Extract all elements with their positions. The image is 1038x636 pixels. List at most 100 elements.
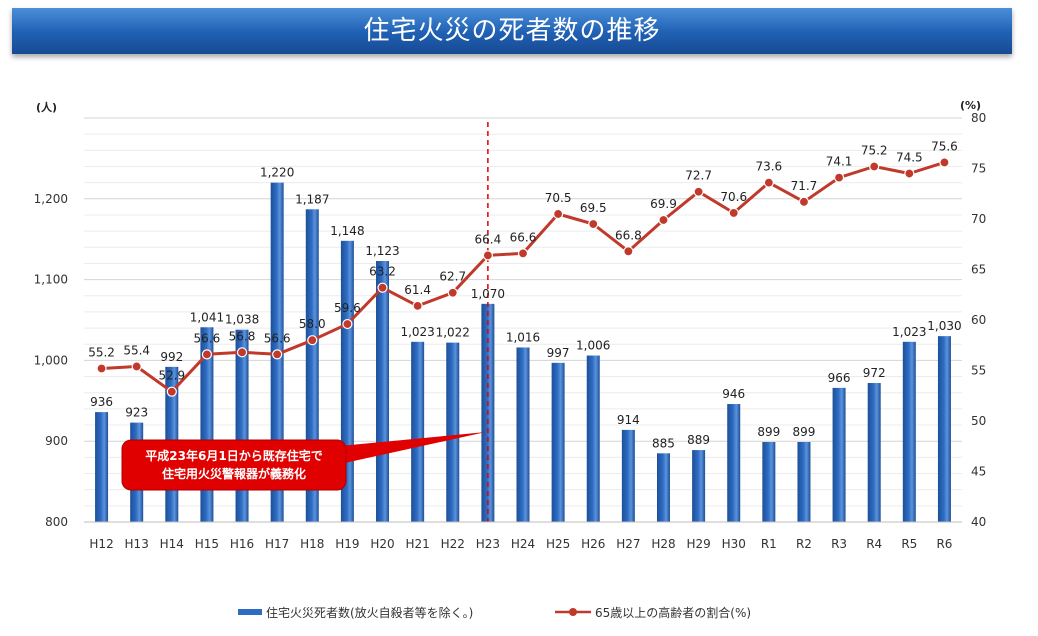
bar-value-label: 1,022 bbox=[436, 326, 470, 340]
line-point bbox=[728, 207, 739, 219]
line-point bbox=[658, 214, 669, 226]
line-point bbox=[447, 287, 458, 298]
line-value-label: 72.7 bbox=[685, 169, 712, 183]
callout-box bbox=[121, 439, 347, 491]
line-point bbox=[798, 196, 810, 207]
bar-value-label: 946 bbox=[722, 387, 745, 401]
bar-value-label: 1,148 bbox=[330, 224, 364, 238]
bar-value-label: 1,016 bbox=[506, 330, 540, 344]
x-tick-label: H22 bbox=[441, 537, 465, 551]
line-value-label: 75.2 bbox=[861, 143, 888, 157]
line-point bbox=[693, 186, 704, 197]
bar bbox=[902, 341, 916, 522]
line-point bbox=[166, 386, 177, 397]
bar bbox=[95, 412, 109, 522]
y-left-tick-label: 900 bbox=[45, 434, 68, 448]
legend-bar-label: 住宅火災死者数(放火自殺者等を除く。) bbox=[266, 605, 473, 620]
y-right-tick-label: 55 bbox=[971, 364, 986, 378]
legend-line-label: 65歳以上の高齢者の割合(%) bbox=[595, 605, 751, 620]
line-point bbox=[623, 246, 634, 257]
y-right-tick-label: 75 bbox=[971, 162, 986, 176]
bar-value-label: 923 bbox=[125, 406, 148, 420]
y-right-tick-label: 45 bbox=[971, 465, 986, 479]
x-tick-label: R6 bbox=[936, 537, 952, 551]
x-tick-label: H16 bbox=[230, 537, 254, 551]
y-right-tick-label: 40 bbox=[971, 515, 986, 529]
x-tick-label: H24 bbox=[511, 537, 535, 551]
y-left-tick-label: 800 bbox=[45, 515, 68, 529]
x-tick-label: H17 bbox=[265, 537, 289, 551]
x-tick-label: R5 bbox=[901, 537, 917, 551]
x-tick-label: H18 bbox=[300, 537, 324, 551]
line-value-label: 70.5 bbox=[545, 191, 572, 205]
bar bbox=[551, 362, 565, 522]
line-value-label: 58.0 bbox=[299, 317, 326, 331]
line-point bbox=[588, 218, 599, 230]
x-tick-label: H25 bbox=[546, 537, 570, 551]
y-right-tick-label: 60 bbox=[971, 313, 986, 327]
line-point bbox=[482, 250, 493, 261]
x-tick-label: H15 bbox=[195, 537, 219, 551]
line-point bbox=[236, 347, 248, 358]
y-left-tick-label: 1,100 bbox=[34, 273, 68, 287]
line-series bbox=[96, 157, 950, 397]
line-value-label: 74.5 bbox=[896, 151, 923, 165]
bar-value-label: 899 bbox=[757, 425, 780, 439]
line-point bbox=[517, 248, 529, 259]
line-point bbox=[272, 349, 283, 360]
line-value-label: 56.6 bbox=[194, 331, 221, 345]
bar bbox=[411, 341, 425, 522]
axes: 800 900 1,000 1,100 1,200 40 45 50 55 60 65 70 75 80 H… bbox=[34, 99, 987, 551]
line-value-label: 70.6 bbox=[720, 190, 747, 204]
x-tick-label: R1 bbox=[761, 537, 777, 551]
callout-text-line: 住宅用火災警報器が義務化 bbox=[162, 466, 306, 481]
x-tick-label: H27 bbox=[616, 537, 640, 551]
bar bbox=[867, 383, 881, 522]
bar bbox=[586, 355, 600, 522]
line-value-label: 66.6 bbox=[510, 230, 537, 244]
bar-value-label: 1,023 bbox=[892, 325, 926, 339]
y-right-tick-label: 65 bbox=[971, 263, 986, 277]
line-point bbox=[96, 363, 107, 374]
x-tick-label: H12 bbox=[89, 537, 113, 551]
y-right-tick-label: 70 bbox=[971, 212, 986, 226]
x-tick-label: H20 bbox=[370, 537, 394, 551]
bar-value-label: 992 bbox=[160, 350, 183, 364]
line-value-label: 61.4 bbox=[404, 283, 431, 297]
x-tick-label: H14 bbox=[160, 537, 184, 551]
line-point bbox=[553, 208, 564, 220]
bar-value-label: 899 bbox=[793, 425, 816, 439]
bar bbox=[727, 404, 741, 522]
line-point bbox=[869, 161, 880, 172]
bar-value-label: 889 bbox=[687, 433, 710, 447]
line-value-label: 56.6 bbox=[264, 331, 291, 345]
legend-line-marker bbox=[569, 608, 577, 616]
bar-value-label: 1,006 bbox=[576, 339, 610, 353]
line-point bbox=[131, 361, 142, 372]
line-point bbox=[307, 335, 318, 346]
line-value-label: 55.2 bbox=[88, 345, 115, 359]
x-tick-label: H30 bbox=[722, 537, 746, 551]
line-value-label: 75.6 bbox=[931, 139, 958, 153]
bar-value-label: 997 bbox=[547, 346, 570, 360]
line-value-label: 69.5 bbox=[580, 201, 607, 215]
line-value-label: 74.1 bbox=[826, 155, 853, 169]
x-tick-label: H19 bbox=[335, 537, 359, 551]
bar-value-label: 966 bbox=[828, 371, 851, 385]
line-point bbox=[763, 177, 774, 188]
line-value-label: 59.6 bbox=[334, 301, 361, 315]
bar-value-label: 1,220 bbox=[260, 166, 294, 180]
line-value-label: 69.9 bbox=[650, 197, 677, 211]
line-point bbox=[939, 157, 950, 168]
line-value-label: 71.7 bbox=[791, 179, 818, 193]
line-value-label: 66.4 bbox=[475, 232, 502, 246]
bar-value-label: 1,038 bbox=[225, 313, 259, 327]
bar-value-label: 1,030 bbox=[927, 319, 961, 333]
line-point bbox=[412, 300, 423, 311]
line-point bbox=[904, 168, 915, 179]
x-tick-label: H26 bbox=[581, 537, 605, 551]
line-point bbox=[833, 172, 845, 183]
line-point bbox=[201, 349, 213, 360]
bar-value-label: 885 bbox=[652, 436, 675, 450]
